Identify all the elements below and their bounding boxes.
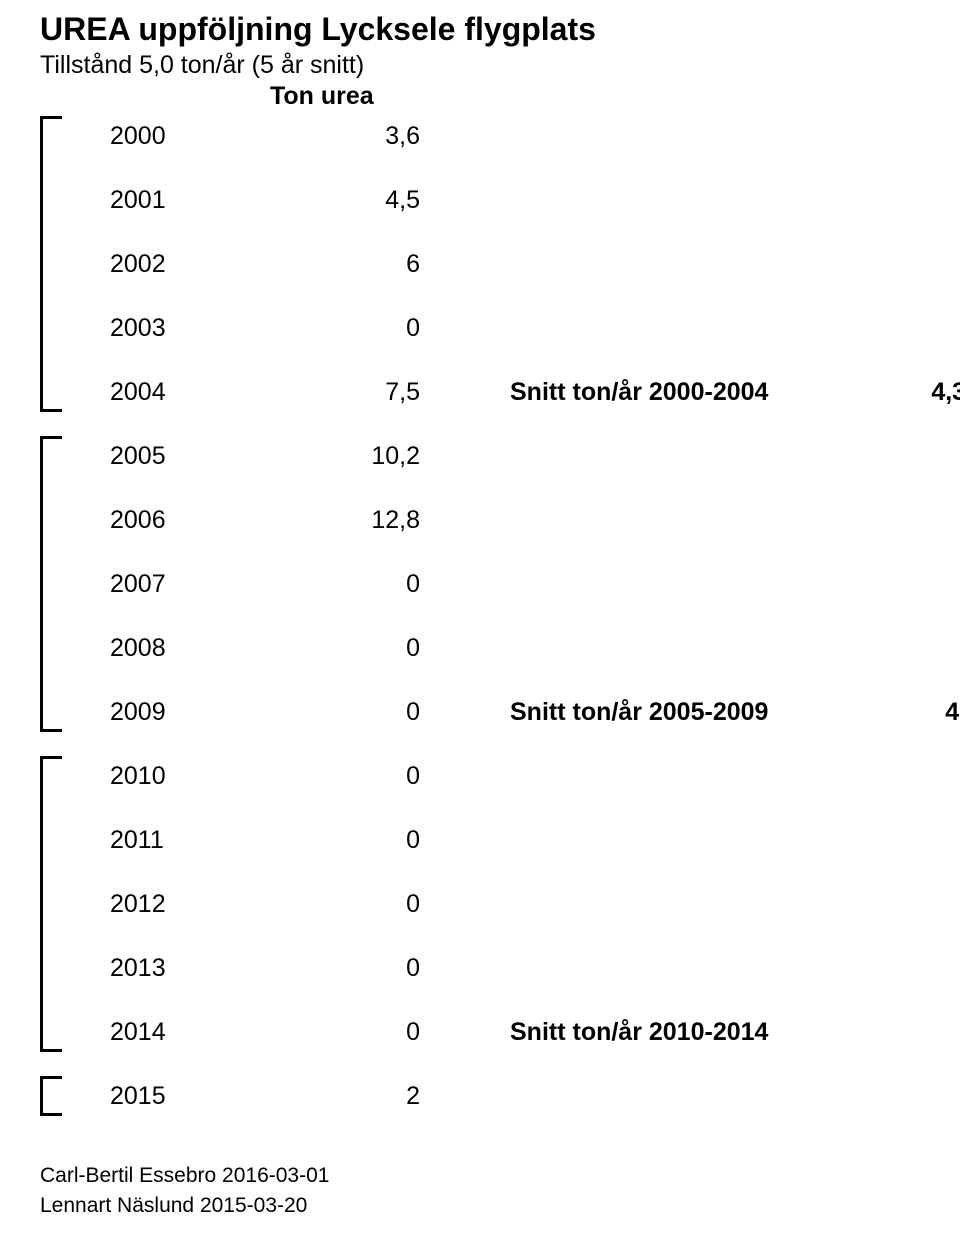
row-spacer bbox=[40, 858, 920, 886]
row-spacer bbox=[40, 218, 920, 246]
page: UREA uppföljning Lycksele flygplats Till… bbox=[0, 0, 960, 1250]
value-cell: 0 bbox=[260, 694, 420, 730]
data-row: 2000 3,6 bbox=[40, 118, 920, 154]
row-spacer bbox=[40, 282, 920, 310]
value-cell: 0 bbox=[260, 1014, 420, 1050]
year-cell: 2006 bbox=[110, 502, 180, 538]
year-cell: 2015 bbox=[110, 1078, 180, 1114]
value-cell: 7,5 bbox=[260, 374, 420, 410]
value-cell: 10,2 bbox=[260, 438, 420, 474]
data-row: 2014 0 Snitt ton/år 2010-2014 0 bbox=[40, 1014, 920, 1050]
value-cell: 3,6 bbox=[260, 118, 420, 154]
snitt-label: Snitt ton/år 2000-2004 bbox=[510, 374, 768, 410]
snitt-label: Snitt ton/år 2005-2009 bbox=[510, 694, 768, 730]
row-spacer bbox=[40, 602, 920, 630]
data-row: 2008 0 bbox=[40, 630, 920, 666]
row-spacer bbox=[40, 346, 920, 374]
year-cell: 2010 bbox=[110, 758, 180, 794]
value-cell: 0 bbox=[260, 310, 420, 346]
year-cell: 2000 bbox=[110, 118, 180, 154]
year-cell: 2003 bbox=[110, 310, 180, 346]
data-row: 2006 12,8 bbox=[40, 502, 920, 538]
row-spacer bbox=[40, 922, 920, 950]
data-row: 2010 0 bbox=[40, 758, 920, 794]
year-cell: 2004 bbox=[110, 374, 180, 410]
row-spacer bbox=[40, 666, 920, 694]
data-row: 2001 4,5 bbox=[40, 182, 920, 218]
data-row: 2002 6 bbox=[40, 246, 920, 282]
year-cell: 2008 bbox=[110, 630, 180, 666]
column-header-row: Ton urea bbox=[40, 82, 920, 118]
year-cell: 2013 bbox=[110, 950, 180, 986]
data-row: 2011 0 bbox=[40, 822, 920, 858]
snitt-label: Snitt ton/år 2010-2014 bbox=[510, 1014, 768, 1050]
value-cell: 0 bbox=[260, 758, 420, 794]
year-cell: 2012 bbox=[110, 886, 180, 922]
footer: Carl-Bertil Essebro 2016-03-01 Lennart N… bbox=[40, 1161, 329, 1220]
year-cell: 2007 bbox=[110, 566, 180, 602]
snitt-value: 4,6 bbox=[920, 694, 960, 730]
bracket-icon bbox=[40, 1076, 70, 1116]
value-cell: 0 bbox=[260, 950, 420, 986]
data-row: 2003 0 bbox=[40, 310, 920, 346]
value-cell: 0 bbox=[260, 566, 420, 602]
data-row: 2012 0 bbox=[40, 886, 920, 922]
data-row: 2013 0 bbox=[40, 950, 920, 986]
value-cell: 0 bbox=[260, 630, 420, 666]
data-row: 2005 10,2 bbox=[40, 438, 920, 474]
year-cell: 2014 bbox=[110, 1014, 180, 1050]
data-row: 2009 0 Snitt ton/år 2005-2009 4,6 bbox=[40, 694, 920, 730]
value-cell: 0 bbox=[260, 886, 420, 922]
row-spacer bbox=[40, 538, 920, 566]
snitt-value: 0 bbox=[920, 1014, 960, 1050]
value-cell: 6 bbox=[260, 246, 420, 282]
page-subtitle: Tillstånd 5,0 ton/år (5 år snitt) bbox=[40, 50, 920, 80]
bracket-icon bbox=[40, 756, 70, 1052]
year-cell: 2009 bbox=[110, 694, 180, 730]
row-spacer bbox=[40, 474, 920, 502]
year-cell: 2005 bbox=[110, 438, 180, 474]
row-spacer bbox=[40, 794, 920, 822]
value-cell: 12,8 bbox=[260, 502, 420, 538]
value-cell: 2 bbox=[260, 1078, 420, 1114]
value-cell: 4,5 bbox=[260, 182, 420, 218]
data-row: 2007 0 bbox=[40, 566, 920, 602]
data-row: 2015 2 bbox=[40, 1078, 920, 1114]
footer-line: Carl-Bertil Essebro 2016-03-01 bbox=[40, 1161, 329, 1190]
row-spacer bbox=[40, 730, 920, 758]
data-row: 2004 7,5 Snitt ton/år 2000-2004 4,32 bbox=[40, 374, 920, 410]
year-cell: 2002 bbox=[110, 246, 180, 282]
bracket-icon bbox=[40, 436, 70, 732]
snitt-value: 4,32 bbox=[920, 374, 960, 410]
value-cell: 0 bbox=[260, 822, 420, 858]
year-cell: 2001 bbox=[110, 182, 180, 218]
row-spacer bbox=[40, 154, 920, 182]
row-spacer bbox=[40, 986, 920, 1014]
column-header-urea: Ton urea bbox=[270, 82, 374, 111]
year-cell: 2011 bbox=[110, 822, 180, 858]
row-spacer bbox=[40, 1050, 920, 1078]
footer-line: Lennart Näslund 2015-03-20 bbox=[40, 1191, 329, 1220]
bracket-icon bbox=[40, 116, 70, 412]
page-title: UREA uppföljning Lycksele flygplats bbox=[40, 10, 920, 48]
row-spacer bbox=[40, 410, 920, 438]
